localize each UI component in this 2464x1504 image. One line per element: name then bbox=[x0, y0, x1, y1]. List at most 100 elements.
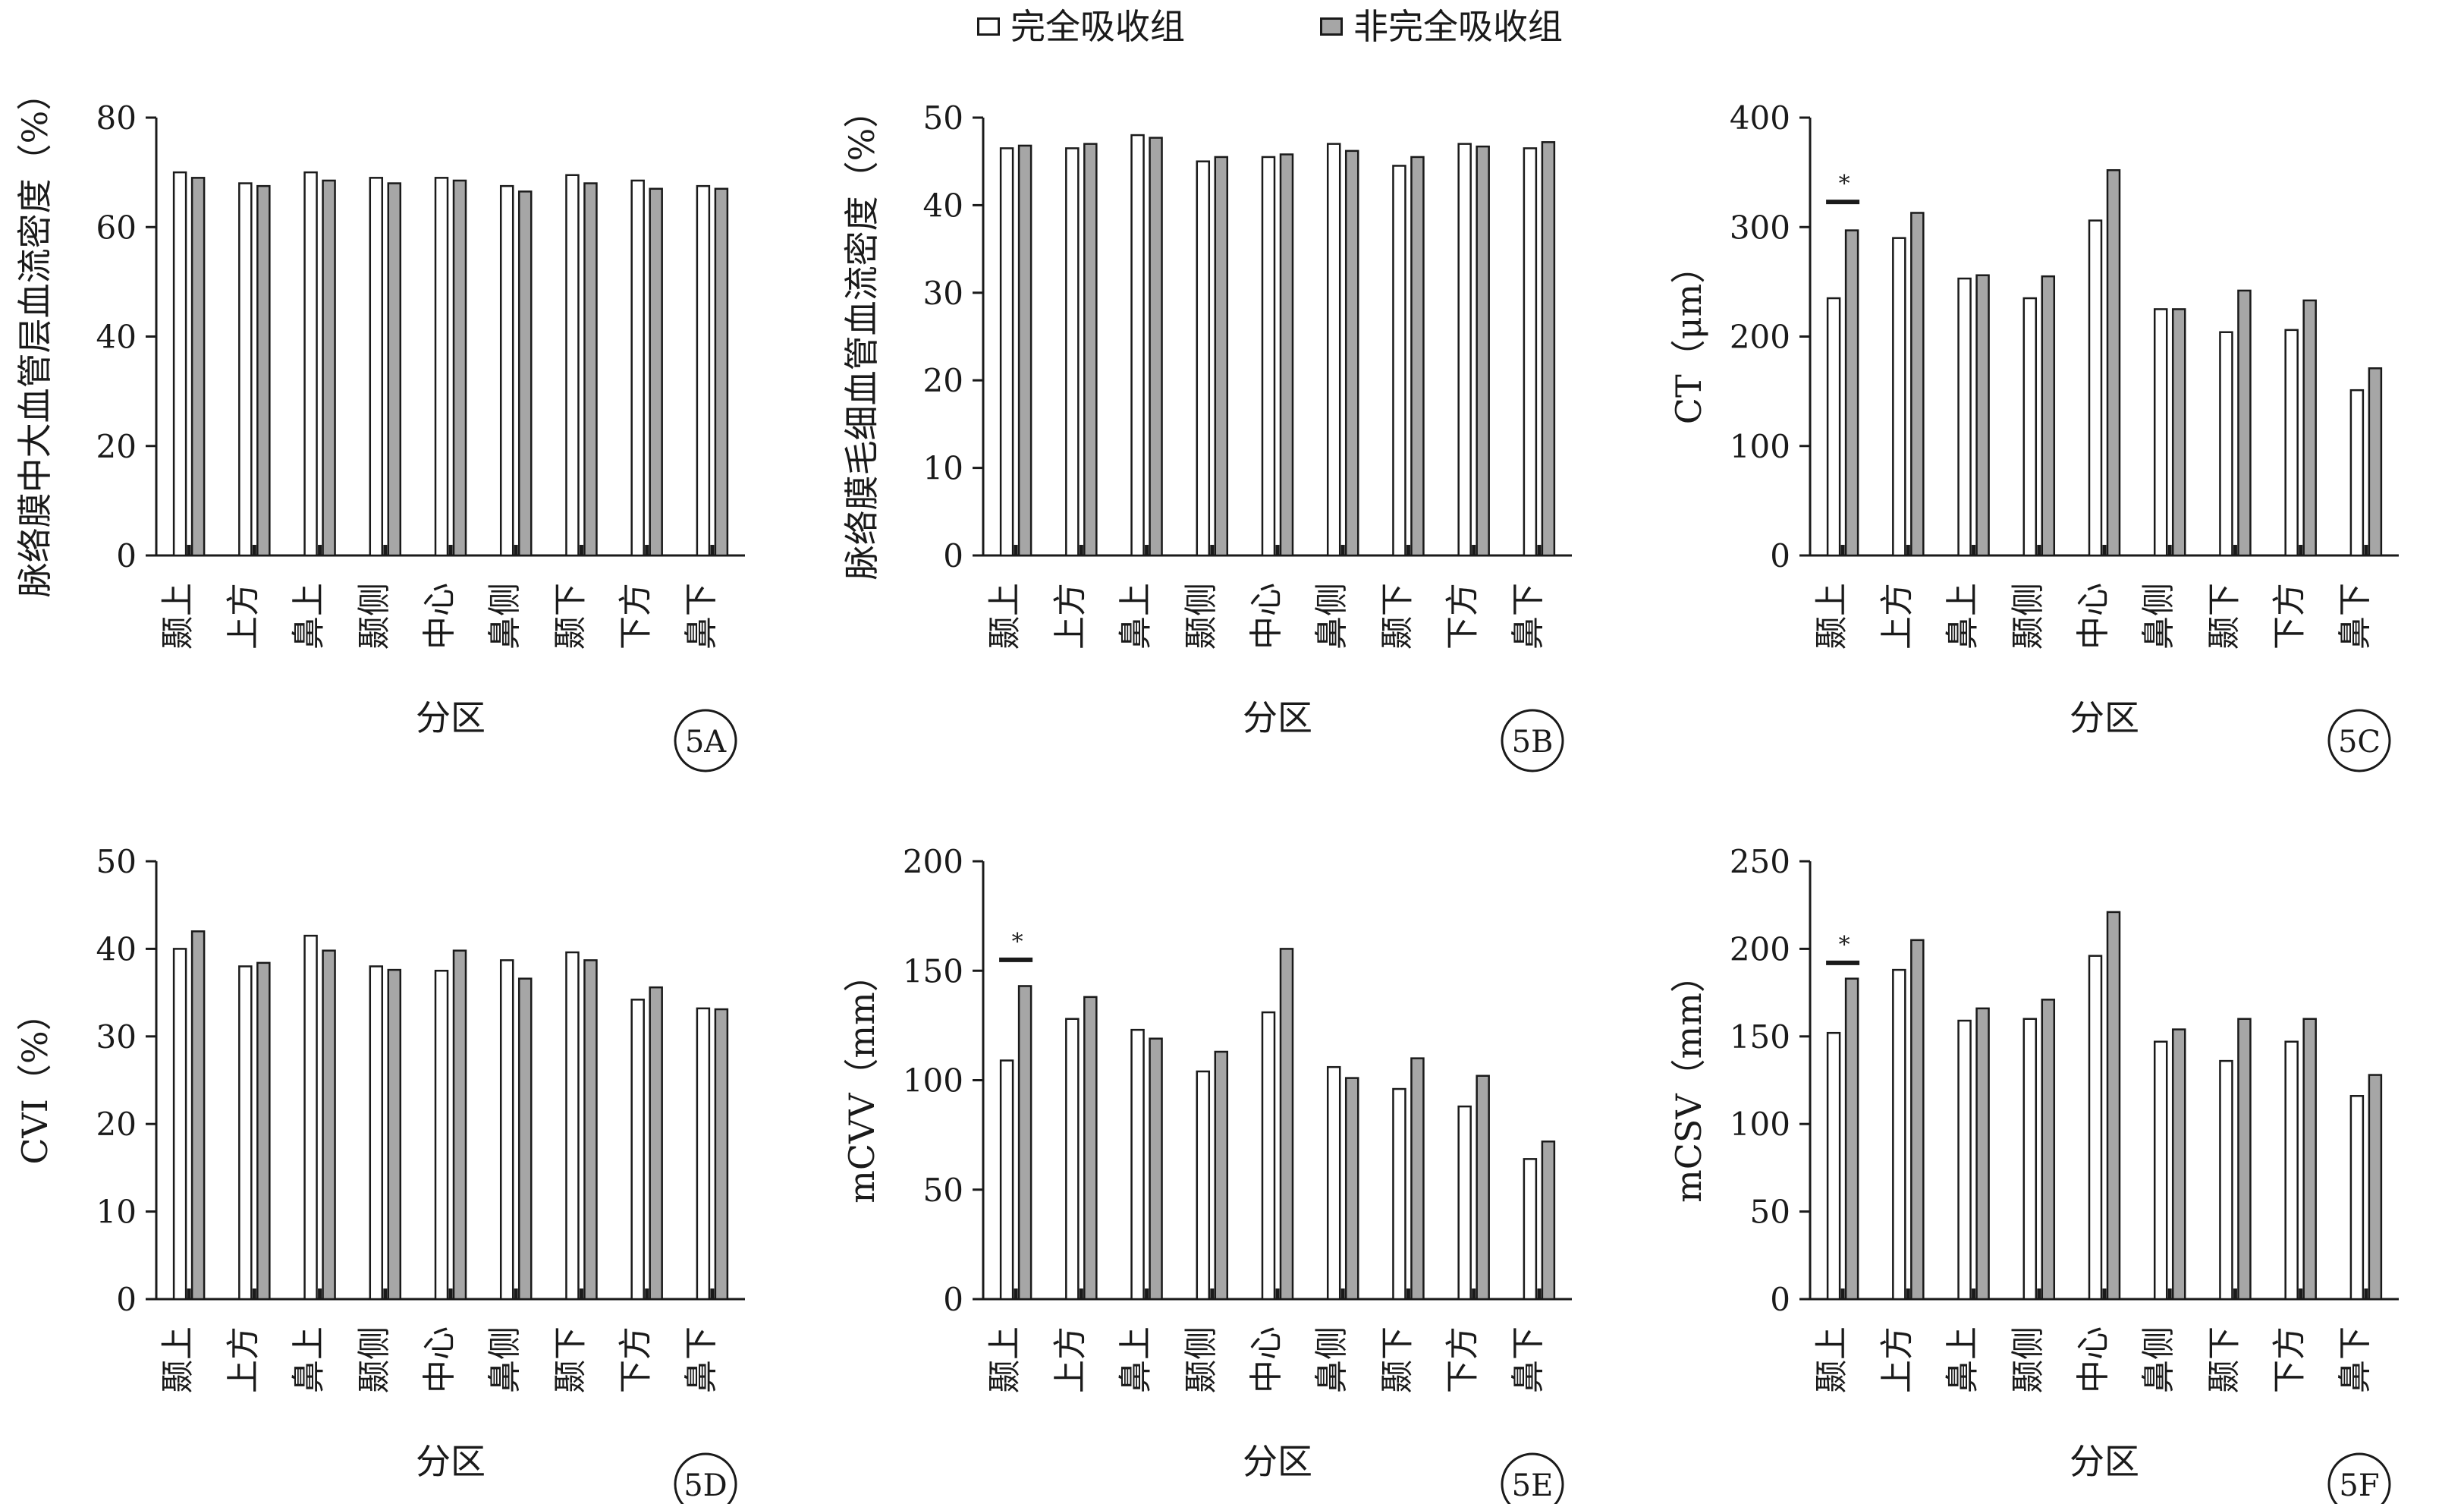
bar-5c-incomplete-6 bbox=[2237, 289, 2252, 557]
bar-5d-incomplete-5 bbox=[517, 977, 533, 1301]
bar-5b-incomplete-4 bbox=[1279, 153, 1294, 557]
bar-5e-complete-7 bbox=[1457, 1105, 1472, 1301]
bar-5f-incomplete-8 bbox=[2368, 1074, 2383, 1301]
bar-5d-incomplete-2 bbox=[322, 949, 336, 1301]
chart-panel-5a: 0 20 40 60 80 颞上 上方 鼻上 颞侧 中心 鼻侧 颞下 下方 鼻下 脉络膜中大血管层血流密度（… bbox=[14, 76, 745, 772]
bar-5d-incomplete-3 bbox=[387, 968, 402, 1301]
bar-5a-incomplete-0 bbox=[190, 177, 206, 557]
x-tick-label-5a-3: 颞侧 bbox=[355, 583, 394, 650]
y-tick-label-5c-1: 100 bbox=[1730, 428, 1790, 465]
y-axis-label-5e: mCVV（mm） bbox=[841, 957, 882, 1204]
x-tick-label-5c-4: 中心 bbox=[2074, 583, 2113, 650]
y-tick-label-5d-3: 30 bbox=[96, 1018, 137, 1056]
x-tick-label-5f-0: 颞上 bbox=[1812, 1326, 1851, 1393]
chart-panel-5c: 0 100 200 300 400 颞上 上方 鼻上 颞侧 中心 鼻侧 颞下 下方 鼻下 * CT（μm） 分区… bbox=[1668, 99, 2399, 772]
bar-5d-complete-5 bbox=[499, 959, 514, 1301]
legend-swatch-gray bbox=[1320, 17, 1343, 36]
y-axis-label-5d: CVI（%） bbox=[14, 996, 55, 1164]
x-tick-label-5a-7: 下方 bbox=[617, 583, 655, 650]
x-tick-label-5e-1: 上方 bbox=[1051, 1326, 1089, 1393]
x-tick-label-5a-0: 颞上 bbox=[159, 583, 197, 650]
panel-tag-5a: 5A bbox=[685, 725, 727, 760]
bar-5a-complete-6 bbox=[565, 174, 580, 557]
x-tick-label-5e-6: 颞下 bbox=[1378, 1326, 1416, 1393]
bar-5e-incomplete-1 bbox=[1083, 996, 1098, 1301]
bar-5e-incomplete-4 bbox=[1279, 948, 1294, 1301]
bar-5d-incomplete-0 bbox=[190, 930, 206, 1301]
x-tick-label-5b-8: 鼻下 bbox=[1509, 583, 1548, 650]
bar-5d-incomplete-7 bbox=[649, 986, 663, 1301]
x-tick-label-5d-1: 上方 bbox=[224, 1326, 262, 1393]
bar-5a-complete-5 bbox=[499, 184, 514, 557]
bar-5c-complete-3 bbox=[2022, 297, 2038, 557]
x-tick-label-5a-8: 鼻下 bbox=[682, 583, 721, 650]
panel-tag-circle-5f bbox=[2327, 1452, 2391, 1504]
bar-5f-complete-4 bbox=[2088, 955, 2103, 1301]
x-tick-label-5b-6: 颞下 bbox=[1378, 583, 1416, 650]
panel-tag-circle-5b bbox=[1501, 709, 1564, 772]
x-tick-label-5d-2: 鼻上 bbox=[290, 1326, 328, 1393]
y-tick-label-5f-0: 0 bbox=[1770, 1281, 1790, 1318]
y-axis-label-5b: 脉络膜毛细血管血流密度（%） bbox=[841, 93, 882, 581]
x-tick-label-5c-7: 下方 bbox=[2271, 583, 2309, 650]
x-tick-label-5d-3: 颞侧 bbox=[355, 1326, 394, 1393]
panel-tag-circle-5c bbox=[2327, 709, 2391, 772]
bar-5e-incomplete-6 bbox=[1410, 1057, 1425, 1301]
y-tick-label-5f-5: 250 bbox=[1730, 843, 1790, 880]
panel-tag-5f: 5F bbox=[2339, 1468, 2379, 1503]
chart-panel-5d: 0 10 20 30 40 50 颞上 上方 鼻上 颞侧 中心 鼻侧 颞下 下方 鼻下 CVI（%） 分区 5D bbox=[14, 843, 745, 1504]
x-tick-label-5d-7: 下方 bbox=[617, 1326, 655, 1393]
x-tick-label-5d-6: 颞下 bbox=[551, 1326, 589, 1393]
bar-5f-complete-3 bbox=[2022, 1018, 2038, 1301]
x-tick-label-5f-4: 中心 bbox=[2074, 1326, 2113, 1393]
x-tick-label-5a-6: 颞下 bbox=[551, 583, 589, 650]
bar-5b-incomplete-2 bbox=[1149, 137, 1163, 557]
bar-5c-incomplete-4 bbox=[2106, 168, 2121, 557]
y-tick-label-5b-1: 10 bbox=[923, 450, 963, 487]
bar-5c-incomplete-2 bbox=[1975, 274, 1990, 557]
bar-5a-incomplete-3 bbox=[387, 182, 402, 557]
bar-5b-incomplete-6 bbox=[1410, 156, 1425, 557]
x-tick-label-5f-8: 鼻下 bbox=[2336, 1326, 2374, 1393]
x-tick-label-5b-4: 中心 bbox=[1247, 583, 1286, 650]
x-tick-label-5e-7: 下方 bbox=[1444, 1326, 1482, 1393]
bar-5a-incomplete-4 bbox=[452, 179, 467, 557]
bar-5f-incomplete-1 bbox=[1910, 939, 1925, 1301]
x-tick-label-5b-0: 颞上 bbox=[985, 583, 1024, 650]
bar-5b-complete-7 bbox=[1457, 143, 1472, 557]
bar-5b-incomplete-3 bbox=[1214, 156, 1229, 557]
bar-5b-incomplete-8 bbox=[1541, 141, 1556, 557]
panel-tag-circle-5e bbox=[1501, 1452, 1564, 1504]
bar-5c-complete-4 bbox=[2088, 219, 2103, 557]
x-tick-label-5f-6: 颞下 bbox=[2205, 1326, 2243, 1393]
x-tick-label-5f-2: 鼻上 bbox=[1944, 1326, 1982, 1393]
bar-5d-complete-8 bbox=[696, 1007, 711, 1301]
panel-tag-5b: 5B bbox=[1512, 725, 1554, 760]
x-axis-label-5c: 分区 bbox=[2070, 697, 2139, 738]
bar-5f-complete-0 bbox=[1826, 1031, 1841, 1301]
bar-5a-complete-1 bbox=[238, 182, 253, 557]
x-tick-label-5d-5: 鼻侧 bbox=[486, 1326, 524, 1393]
panel-tag-circle-5d bbox=[674, 1452, 737, 1504]
x-tick-label-5b-7: 下方 bbox=[1444, 583, 1482, 650]
chart-panel-5b: 0 10 20 30 40 50 颞上 上方 鼻上 颞侧 中心 鼻侧 颞下 下方 鼻下 脉络膜毛细血管血流密度… bbox=[841, 93, 1572, 772]
bar-5d-complete-6 bbox=[565, 951, 580, 1301]
y-tick-label-5b-5: 50 bbox=[923, 99, 963, 137]
bar-5a-incomplete-6 bbox=[583, 182, 598, 557]
y-tick-label-5b-2: 20 bbox=[923, 362, 963, 399]
bar-5e-complete-5 bbox=[1326, 1065, 1341, 1301]
bar-5b-complete-4 bbox=[1261, 156, 1276, 557]
bar-5e-complete-0 bbox=[999, 1059, 1014, 1301]
y-tick-label-5f-2: 100 bbox=[1730, 1106, 1790, 1143]
bar-5c-incomplete-1 bbox=[1910, 212, 1925, 557]
bar-5a-complete-2 bbox=[303, 171, 318, 557]
x-tick-label-5a-2: 鼻上 bbox=[290, 583, 328, 650]
y-tick-label-5e-2: 100 bbox=[903, 1062, 963, 1100]
bar-5a-complete-7 bbox=[630, 179, 645, 557]
bar-5a-incomplete-8 bbox=[714, 187, 729, 557]
x-axis-label-5e: 分区 bbox=[1243, 1441, 1312, 1482]
x-tick-label-5d-8: 鼻下 bbox=[682, 1326, 721, 1393]
bar-5e-incomplete-2 bbox=[1149, 1037, 1163, 1301]
y-tick-label-5b-4: 40 bbox=[923, 187, 963, 224]
x-tick-label-5b-5: 鼻侧 bbox=[1312, 583, 1351, 650]
